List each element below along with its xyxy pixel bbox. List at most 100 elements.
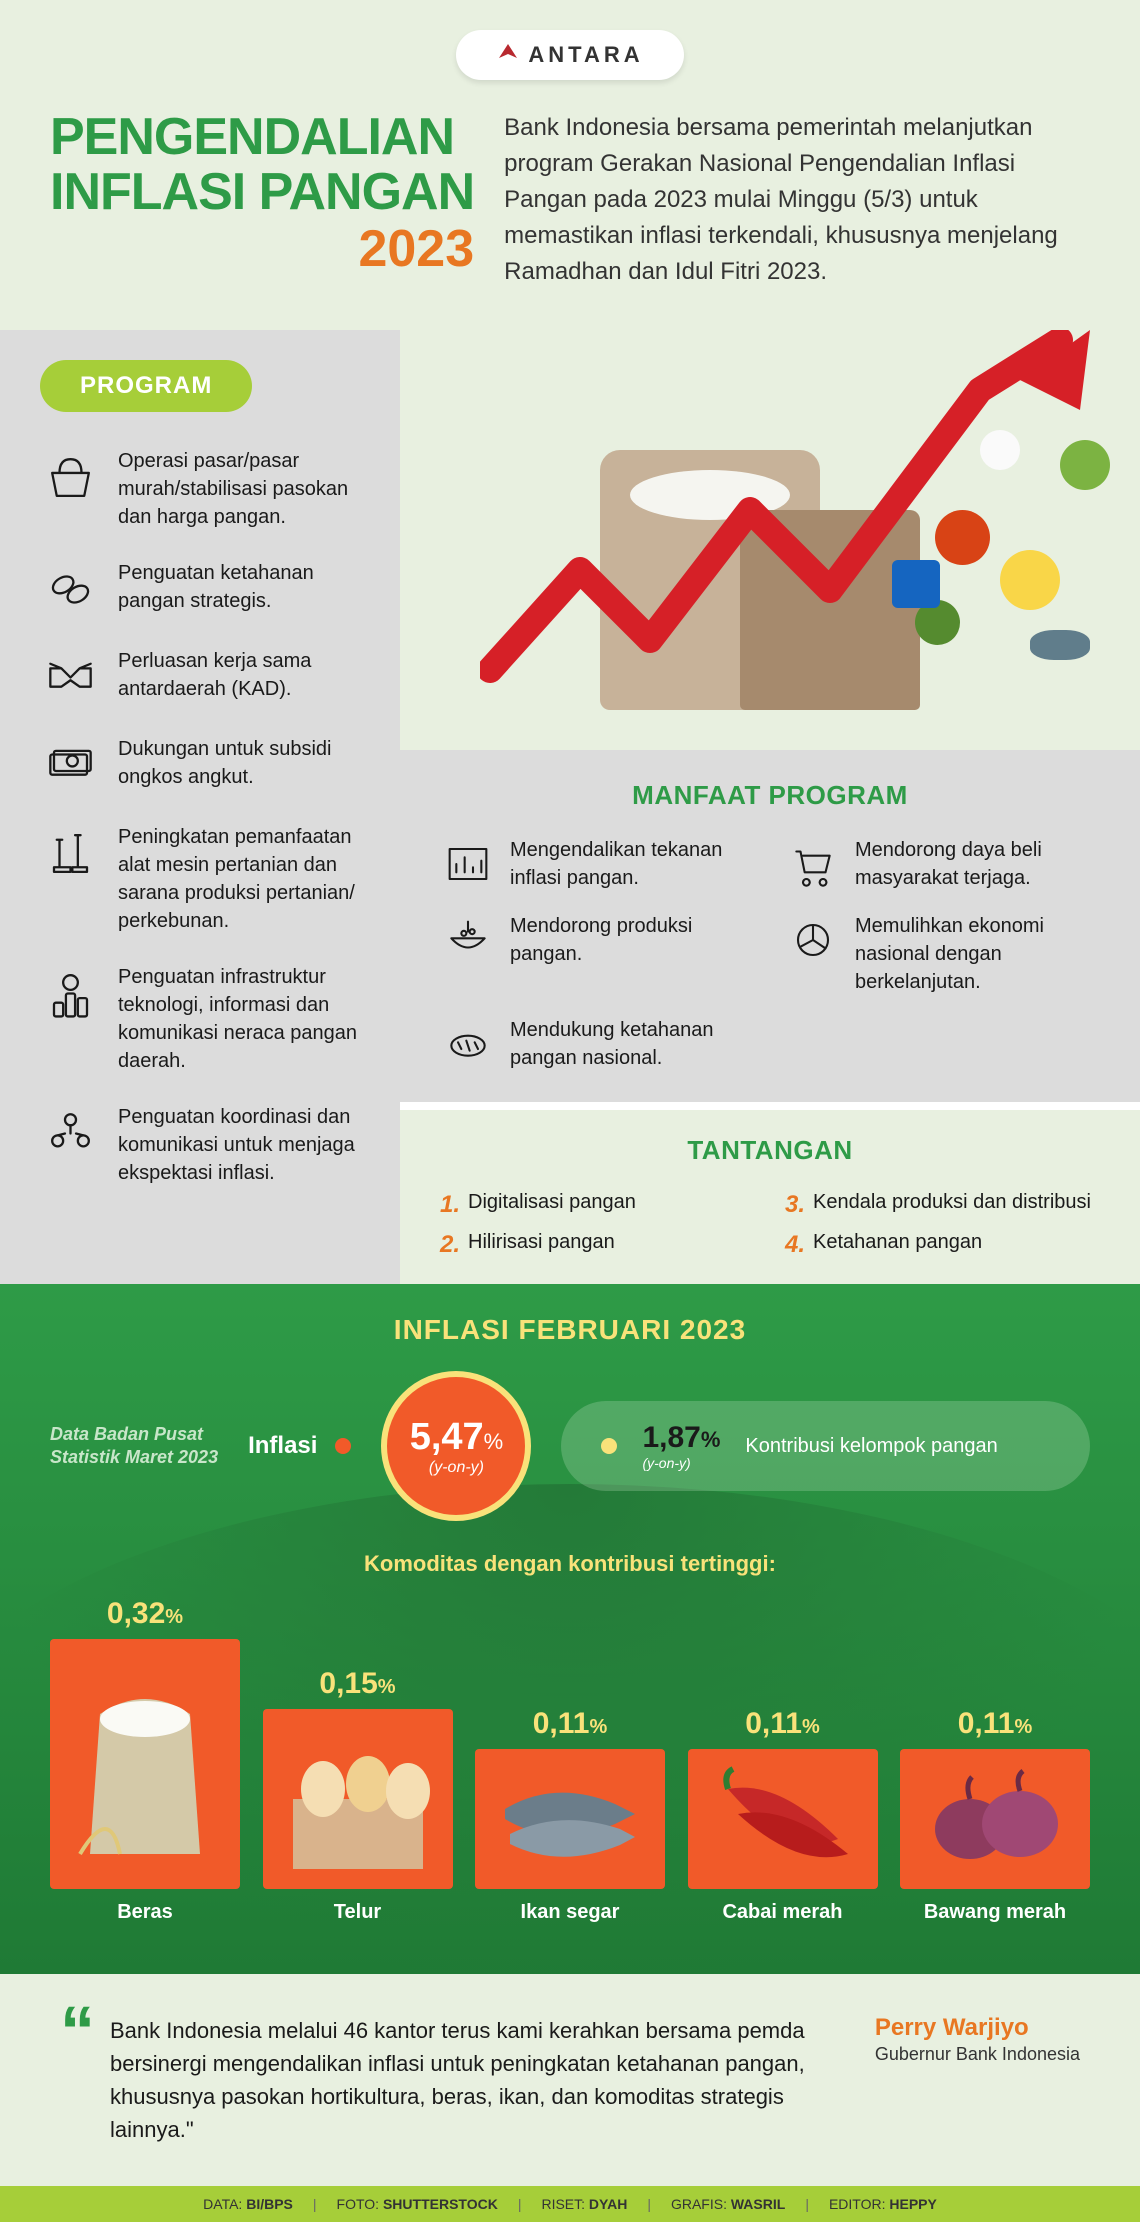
program-item-text: Perluasan kerja sama antardaerah (KAD). (118, 647, 370, 703)
program-item-text: Operasi pasar/pasar murah/stabilisasi pa… (118, 447, 370, 531)
footer-label: RISET: (541, 2196, 585, 2212)
kontribusi-pct: % (701, 1427, 721, 1452)
footer-divider: | (805, 2196, 809, 2212)
inflasi-main-value: 5,47 (410, 1416, 484, 1458)
manfaat-item-text: Mendorong daya beli masyarakat terjaga. (855, 836, 1100, 892)
trend-arrow-icon (480, 330, 1120, 690)
server-icon (40, 963, 100, 1023)
handshake-icon (40, 647, 100, 707)
program-panel: PROGRAM Operasi pasar/pasar murah/stabil… (0, 330, 400, 1284)
footer-value: HEPPY (889, 2196, 936, 2212)
commodity-image (263, 1709, 453, 1889)
program-item-text: Penguatan ketahanan pangan strategis. (118, 559, 370, 615)
footer-divider: | (518, 2196, 522, 2212)
footer-divider: | (313, 2196, 317, 2212)
kontribusi-desc: Kontribusi kelompok pangan (745, 1433, 997, 1459)
program-item-text: Peningkatan pemanfaatan alat mesin perta… (118, 823, 370, 935)
manfaat-item-text: Memulihkan ekonomi nasional dengan berke… (855, 912, 1100, 996)
program-list: Operasi pasar/pasar murah/stabilisasi pa… (40, 447, 370, 1187)
program-item: Perluasan kerja sama antardaerah (KAD). (40, 647, 370, 707)
manfaat-grid: Mengendalikan tekanan inflasi pangan. Me… (440, 836, 1100, 1072)
tantangan-text: Digitalisasi pangan (468, 1191, 636, 1214)
manfaat-item: Mengendalikan tekanan inflasi pangan. (440, 836, 755, 892)
manfaat-item-text: Mendukung ketahanan pangan nasional. (510, 1016, 755, 1072)
commodity-item: 0,11% Bawang merah (900, 1707, 1090, 1924)
bread-icon (440, 1016, 495, 1071)
footer-bar: DATA: BI/BPS | FOTO: SHUTTERSTOCK | RISET: D… (0, 2186, 1140, 2222)
tantangan-item: 3. Kendala produksi dan distribusi (785, 1191, 1100, 1219)
tantangan-num: 2. (440, 1231, 460, 1259)
inflasi-main-pct: % (484, 1429, 504, 1454)
chain-icon (40, 559, 100, 619)
commodity-label: Bawang merah (924, 1901, 1066, 1924)
tantangan-num: 1. (440, 1191, 460, 1219)
program-item-text: Penguatan infrastruktur teknologi, infor… (118, 963, 370, 1075)
manfaat-panel: MANFAAT PROGRAM Mengendalikan tekanan in… (400, 750, 1140, 1102)
tantangan-num: 3. (785, 1191, 805, 1219)
title-year: 2023 (50, 219, 474, 279)
kontribusi-value: 1,87 (642, 1421, 700, 1454)
program-title-pill: PROGRAM (40, 360, 252, 412)
manfaat-item-text: Mendorong produksi pangan. (510, 912, 755, 968)
commodities-title: Komoditas dengan kontribusi tertinggi: (50, 1551, 1090, 1577)
basket-icon (40, 447, 100, 507)
cart-icon (785, 836, 840, 891)
footer-value: DYAH (589, 2196, 627, 2212)
commodity-label: Ikan segar (521, 1901, 620, 1924)
tantangan-text: Ketahanan pangan (813, 1231, 982, 1254)
footer-item: RISET: DYAH (541, 2196, 627, 2212)
title-line-1: PENGENDALIAN (50, 110, 474, 165)
program-item: Penguatan ketahanan pangan strategis. (40, 559, 370, 619)
manfaat-item-text: Mengendalikan tekanan inflasi pangan. (510, 836, 755, 892)
tantangan-panel: TANTANGAN 1. Digitalisasi pangan 3. Kend… (400, 1102, 1140, 1284)
quote-section: “ Bank Indonesia melalui 46 kantor terus… (0, 1974, 1140, 2186)
commodity-label: Beras (117, 1901, 173, 1924)
data-note-line-1: Data Badan Pusat (50, 1423, 218, 1446)
hero-illustration (400, 330, 1140, 750)
commodity-item: 0,15% Telur (263, 1667, 453, 1924)
tools-icon (40, 823, 100, 883)
manfaat-item: Mendukung ketahanan pangan nasional. (440, 1016, 755, 1072)
content-grid: PROGRAM Operasi pasar/pasar murah/stabil… (0, 330, 1140, 1284)
program-item: Penguatan infrastruktur teknologi, infor… (40, 963, 370, 1075)
yellow-dot-icon (601, 1438, 617, 1454)
footer-label: FOTO: (337, 2196, 380, 2212)
bowl-icon (440, 912, 495, 967)
footer-item: DATA: BI/BPS (203, 2196, 293, 2212)
footer-label: GRAFIS: (671, 2196, 727, 2212)
manfaat-item: Mendorong produksi pangan. (440, 912, 755, 996)
brand-name: ANTARA (528, 42, 643, 68)
commodity-item: 0,11% Ikan segar (475, 1707, 665, 1924)
kontribusi-value-group: 1,87% (y-on-y) (642, 1421, 720, 1471)
inflasi-headline-row: Data Badan Pusat Statistik Maret 2023 In… (50, 1371, 1090, 1521)
footer-item: GRAFIS: WASRIL (671, 2196, 785, 2212)
commodity-item: 0,32% Beras (50, 1597, 240, 1924)
program-item: Peningkatan pemanfaatan alat mesin perta… (40, 823, 370, 935)
program-item: Operasi pasar/pasar murah/stabilisasi pa… (40, 447, 370, 531)
commodity-item: 0,11% Cabai merah (688, 1707, 878, 1924)
chart-icon (440, 836, 495, 891)
manfaat-item: Memulihkan ekonomi nasional dengan berke… (785, 912, 1100, 996)
tantangan-grid: 1. Digitalisasi pangan 3. Kendala produk… (440, 1191, 1100, 1259)
commodity-value: 0,11% (533, 1707, 608, 1741)
footer-item: FOTO: SHUTTERSTOCK (337, 2196, 498, 2212)
manfaat-title: MANFAAT PROGRAM (440, 780, 1100, 811)
tantangan-item: 4. Ketahanan pangan (785, 1231, 1100, 1259)
commodity-label: Telur (334, 1901, 381, 1924)
footer-value: SHUTTERSTOCK (383, 2196, 498, 2212)
orange-dot-icon (335, 1438, 351, 1454)
quote-name: Perry Warjiyo (875, 2014, 1080, 2042)
tantangan-item: 2. Hilirisasi pangan (440, 1231, 755, 1259)
money-icon (40, 735, 100, 795)
antara-mark-icon (496, 40, 520, 70)
kontribusi-pill: 1,87% (y-on-y) Kontribusi kelompok panga… (561, 1401, 1090, 1491)
inflasi-section: INFLASI FEBRUARI 2023 Data Badan Pusat S… (0, 1284, 1140, 1974)
footer-value: BI/BPS (246, 2196, 293, 2212)
logo-row: ANTARA (0, 0, 1140, 100)
logo-pill: ANTARA (456, 30, 683, 80)
quote-role: Gubernur Bank Indonesia (875, 2042, 1080, 2067)
commodity-value: 0,11% (745, 1707, 820, 1741)
inflasi-main-label: Inflasi (248, 1432, 317, 1460)
footer-label: EDITOR: (829, 2196, 886, 2212)
program-item: Dukungan untuk subsidi ongkos angkut. (40, 735, 370, 795)
